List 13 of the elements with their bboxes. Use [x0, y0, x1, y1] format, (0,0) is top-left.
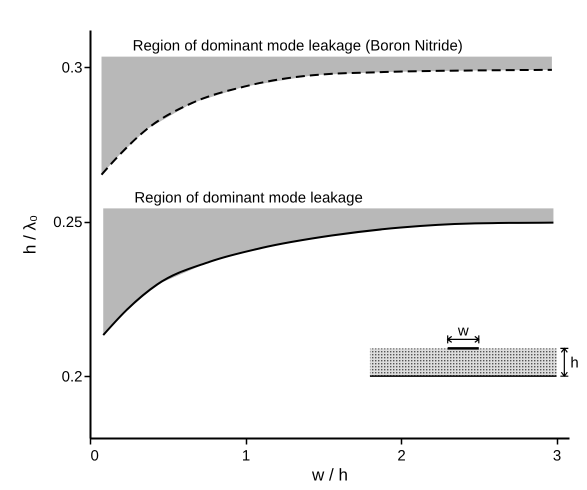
y-tick-label: 0.2	[62, 368, 82, 386]
annotation: Region of dominant mode leakage	[134, 189, 363, 206]
text: h	[570, 354, 579, 372]
x-tick-label: 1	[242, 448, 250, 464]
y-tick-label: 0.3	[62, 60, 82, 77]
x-tick-label: 2	[397, 448, 406, 464]
y-axis-title: h / λ₀	[20, 214, 40, 254]
x-tick-label: 0	[90, 448, 99, 464]
x-tick-label: 3	[552, 448, 562, 464]
x-axis-title: w / h	[311, 466, 348, 484]
y-tick-label: 0.25	[53, 214, 82, 232]
annotation: Region of dominant mode leakage (Boron Nitride)	[132, 38, 463, 55]
annotation: w	[456, 322, 469, 340]
